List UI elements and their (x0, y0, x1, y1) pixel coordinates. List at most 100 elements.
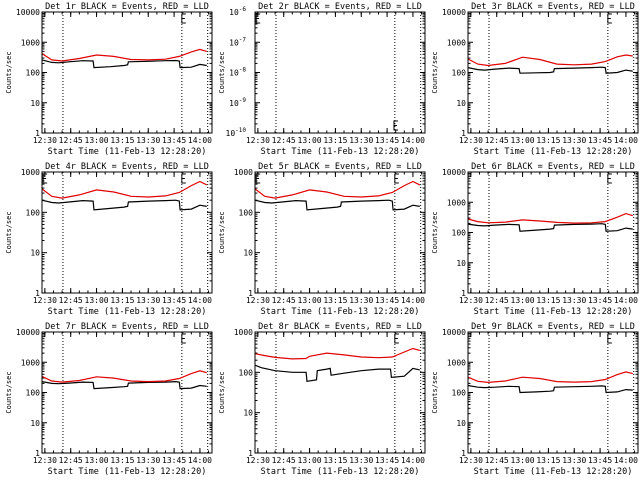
det4-ytick-label-0: 1 (35, 289, 40, 298)
det5-ytick-label-3: 1000 (234, 168, 253, 177)
det1-ytick-label-4: 10000 (16, 8, 40, 17)
det8-xtick-label-3: 13:15 (323, 456, 347, 465)
det7-xtick-label-5: 13:45 (162, 456, 186, 465)
det1-ytick-label-3: 1000 (21, 38, 40, 47)
det6-xtick-label-2: 13:00 (511, 296, 535, 305)
det3-xtick-label-1: 12:45 (485, 136, 509, 145)
det3-ytick-label-4: 10000 (442, 8, 466, 17)
det6-panel: Det 6r BLACK = Events, RED = LLD Counts/s… (431, 162, 639, 317)
det2-corner-mark-1 (393, 120, 398, 131)
det2-ytick-label-0: 10-10 (226, 127, 247, 138)
det7-panel: Det 7r BLACK = Events, RED = LLD Counts/s… (5, 322, 213, 477)
det6-series-events (467, 223, 633, 232)
det2-xtick-label-3: 13:15 (323, 136, 347, 145)
det1-xtick-label-1: 12:45 (59, 136, 83, 145)
det1-ytick-label-0: 1 (35, 129, 40, 138)
det6-xtick-label-6: 14:00 (614, 296, 638, 305)
det4-frame (41, 171, 213, 294)
det5-ytick-label-0: 1 (248, 289, 253, 298)
det2-xtick-label-6: 14:00 (401, 136, 425, 145)
det6-xtick-label-0: 12:30 (459, 296, 483, 305)
det9-series-lld (467, 371, 633, 384)
det1-series-events (41, 59, 207, 69)
det4-xtick-label-5: 13:45 (162, 296, 186, 305)
det7-xtick-label-4: 13:30 (136, 456, 160, 465)
det6-xtick-label-5: 13:45 (588, 296, 612, 305)
det9-xtick-label-0: 12:30 (459, 456, 483, 465)
det8-ytick-label-2: 100 (239, 368, 254, 377)
det1-ylabel: Counts/sec (5, 51, 13, 93)
det9-ytick-label-2: 100 (452, 389, 467, 398)
det1-xtick-label-4: 13:30 (136, 136, 160, 145)
det7-title: Det 7r BLACK = Events, RED = LLD (45, 322, 209, 332)
det3-series-events (467, 66, 633, 74)
det1-frame (41, 11, 213, 134)
det5-xtick-label-1: 12:45 (272, 296, 296, 305)
det4-xlabel: Start Time (11-Feb-13 12:28:20) (48, 307, 207, 317)
det2-ytick-label-2: 10-8 (229, 67, 246, 78)
det8-xtick-label-4: 13:30 (349, 456, 373, 465)
det8-series-events (254, 364, 420, 382)
det7-xtick-label-3: 13:15 (110, 456, 134, 465)
det7-series-events (41, 380, 207, 390)
det5-ytick-label-1: 10 (243, 249, 253, 258)
det1-panel: Det 1r BLACK = Events, RED = LLD Counts/s… (5, 2, 213, 157)
det3-ylabel: Counts/sec (431, 51, 439, 93)
det9-xtick-label-1: 12:45 (485, 456, 509, 465)
det9-ytick-label-0: 1 (461, 449, 466, 458)
det2-ytick-label-3: 10-7 (229, 36, 246, 47)
det5-xtick-label-0: 12:30 (246, 296, 270, 305)
det2-xtick-label-2: 13:00 (298, 136, 322, 145)
det8-xtick-label-6: 14:00 (401, 456, 425, 465)
det4-panel: Det 4r BLACK = Events, RED = LLD Counts/s… (5, 162, 213, 317)
det6-title: Det 6r BLACK = Events, RED = LLD (471, 162, 635, 172)
det5-xtick-label-2: 13:00 (298, 296, 322, 305)
det9-ytick-label-4: 10000 (442, 328, 466, 337)
det5-xtick-label-6: 14:00 (401, 296, 425, 305)
det7-ytick-label-3: 1000 (21, 358, 40, 367)
det5-xtick-label-5: 13:45 (375, 296, 399, 305)
det9-title: Det 9r BLACK = Events, RED = LLD (471, 322, 635, 332)
det2-frame (254, 11, 426, 134)
det4-xtick-label-6: 14:00 (188, 296, 212, 305)
det8-xtick-label-2: 13:00 (298, 456, 322, 465)
det8-ylabel: Counts/sec (218, 371, 226, 413)
det5-title: Det 5r BLACK = Events, RED = LLD (258, 162, 422, 172)
det6-ytick-label-2: 100 (452, 229, 467, 238)
det8-xtick-label-0: 12:30 (246, 456, 270, 465)
det5-frame (254, 171, 426, 294)
det1-xtick-label-3: 13:15 (110, 136, 134, 145)
det1-xlabel: Start Time (11-Feb-13 12:28:20) (48, 147, 207, 157)
det8-frame (254, 331, 426, 454)
det7-frame (41, 331, 213, 454)
det7-ytick-label-4: 10000 (16, 328, 40, 337)
det9-xtick-label-5: 13:45 (588, 456, 612, 465)
det2-ytick-label-1: 10-9 (229, 97, 246, 108)
det6-ytick-label-3: 1000 (447, 198, 466, 207)
det8-ytick-label-1: 10 (243, 409, 253, 418)
det3-ytick-label-2: 100 (452, 69, 467, 78)
det6-xtick-label-4: 13:30 (562, 296, 586, 305)
det9-xtick-label-2: 13:00 (511, 456, 535, 465)
det2-ytick-label-4: 10-6 (229, 6, 246, 17)
det3-panel: Det 3r BLACK = Events, RED = LLD Counts/s… (431, 2, 639, 157)
det3-xtick-label-0: 12:30 (459, 136, 483, 145)
det7-xlabel: Start Time (11-Feb-13 12:28:20) (48, 467, 207, 477)
det4-ylabel: Counts/sec (5, 211, 13, 253)
det3-ytick-label-3: 1000 (447, 38, 466, 47)
det3-title: Det 3r BLACK = Events, RED = LLD (471, 2, 635, 12)
det1-xtick-label-2: 13:00 (85, 136, 109, 145)
det5-xtick-label-4: 13:30 (349, 296, 373, 305)
det6-xtick-label-1: 12:45 (485, 296, 509, 305)
det1-xtick-label-6: 14:00 (188, 136, 212, 145)
det3-frame (467, 11, 639, 134)
det3-xtick-label-5: 13:45 (588, 136, 612, 145)
det9-ytick-label-1: 10 (456, 419, 466, 428)
det3-xtick-label-3: 13:15 (536, 136, 560, 145)
det9-xtick-label-4: 13:30 (562, 456, 586, 465)
det3-xtick-label-6: 14:00 (614, 136, 638, 145)
det8-xtick-label-1: 12:45 (272, 456, 296, 465)
det2-panel: Det 2r BLACK = Events, RED = LLD Counts/s… (218, 2, 426, 157)
det8-xtick-label-5: 13:45 (375, 456, 399, 465)
